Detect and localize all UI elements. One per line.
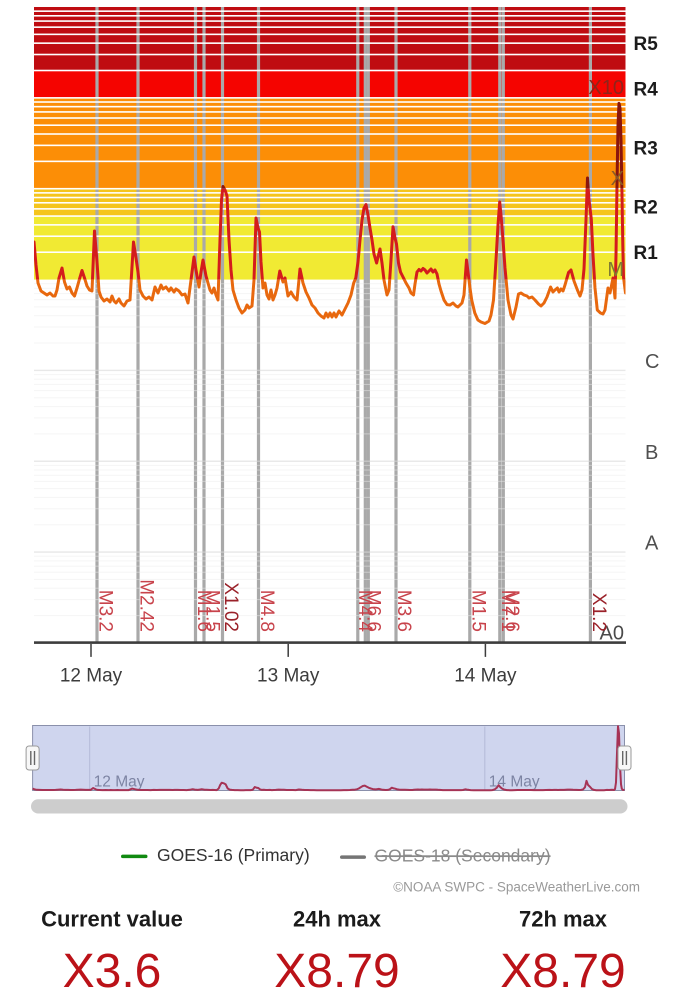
- svg-text:©NOAA SWPC - SpaceWeatherLive.: ©NOAA SWPC - SpaceWeatherLive.com: [393, 880, 640, 895]
- svg-text:X3.6: X3.6: [63, 945, 162, 996]
- svg-text:M1.5: M1.5: [467, 590, 488, 632]
- svg-text:M3.2: M3.2: [95, 590, 116, 632]
- svg-text:M7.1: M7.1: [497, 590, 518, 632]
- svg-text:M1.6: M1.6: [193, 590, 214, 632]
- svg-text:13 May: 13 May: [257, 666, 320, 687]
- svg-text:GOES-16 (Primary): GOES-16 (Primary): [157, 845, 310, 865]
- svg-text:72h max: 72h max: [519, 907, 608, 932]
- svg-text:24h max: 24h max: [293, 907, 382, 932]
- svg-text:A0: A0: [600, 623, 624, 645]
- svg-text:R4: R4: [634, 80, 659, 101]
- svg-text:M: M: [607, 259, 624, 281]
- svg-text:R1: R1: [634, 243, 659, 264]
- svg-text:R2: R2: [634, 198, 658, 219]
- svg-text:12 May: 12 May: [94, 774, 145, 791]
- svg-text:X10: X10: [588, 77, 624, 99]
- svg-text:M2.6: M2.6: [501, 590, 522, 632]
- svg-text:X: X: [611, 168, 624, 190]
- svg-text:12 May: 12 May: [60, 666, 123, 687]
- svg-text:R3: R3: [634, 139, 658, 160]
- svg-text:B: B: [645, 442, 658, 464]
- svg-text:M6.6: M6.6: [363, 590, 384, 632]
- svg-text:14 May: 14 May: [454, 666, 517, 687]
- svg-text:Current value: Current value: [41, 907, 183, 932]
- svg-text:X1.02: X1.02: [220, 582, 241, 632]
- svg-text:M1.5: M1.5: [202, 590, 223, 632]
- svg-text:X1.2: X1.2: [588, 593, 609, 632]
- svg-text:M2.42: M2.42: [136, 579, 157, 632]
- svg-text:A: A: [645, 533, 659, 555]
- svg-text:14 May: 14 May: [489, 774, 540, 791]
- svg-text:X8.79: X8.79: [500, 945, 625, 996]
- svg-text:X8.79: X8.79: [274, 945, 399, 996]
- svg-text:GOES-18 (Secondary): GOES-18 (Secondary): [375, 846, 551, 866]
- svg-text:M4.4: M4.4: [354, 590, 375, 633]
- svg-text:M4.8: M4.8: [256, 590, 277, 632]
- svg-text:C: C: [645, 351, 659, 373]
- svg-text:R5: R5: [634, 34, 659, 55]
- svg-text:M3.6: M3.6: [393, 590, 414, 632]
